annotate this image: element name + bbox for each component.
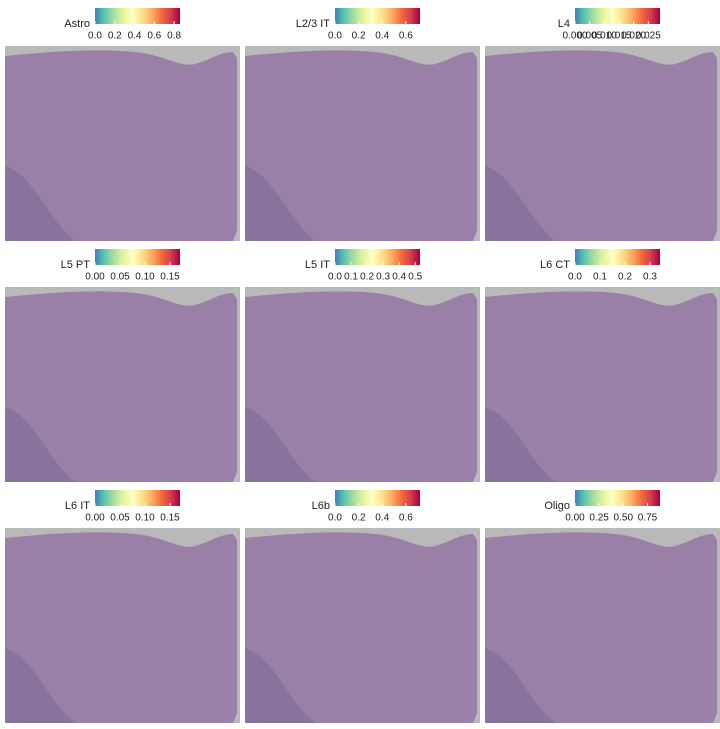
tissue — [245, 291, 477, 482]
tissue — [245, 50, 477, 242]
colorbar-tick-label: 0.05 — [110, 272, 130, 283]
tissue-shade — [485, 407, 555, 482]
tissue — [5, 532, 237, 723]
colorbar — [95, 490, 180, 506]
tissue-shade — [5, 407, 75, 482]
colorbar-tick-label: 0.010 — [592, 31, 617, 42]
colorbar-tick-label: 0.15 — [160, 513, 180, 524]
tissue — [5, 50, 237, 242]
colorbar-tick-label: 0.2 — [360, 272, 374, 283]
colorbar-tick-label: 0.00 — [85, 513, 105, 524]
colorbar — [335, 490, 420, 506]
colorbar-tick-label: 0.025 — [636, 31, 661, 42]
panel: L5 PT0.00 0.05 0.10 0.15 — [5, 249, 240, 482]
colorbar-tick-label: 0.0 — [568, 272, 582, 283]
colorbar-title: L4 — [558, 18, 570, 30]
tissue — [485, 532, 717, 723]
tissue — [485, 50, 717, 242]
tissue-shade — [5, 166, 75, 241]
colorbar — [575, 8, 660, 24]
tissue-shade — [5, 648, 75, 723]
colorbar-tick-label: 0.2 — [618, 272, 632, 283]
colorbar-tick-label: 0.6 — [147, 31, 161, 42]
colorbar-tick-label: 0.6 — [399, 31, 413, 42]
colorbar — [575, 249, 660, 265]
colorbar-tick-label: 0.10 — [135, 513, 155, 524]
colorbar-tick-label: 0.2 — [352, 513, 366, 524]
colorbar — [335, 8, 420, 24]
colorbar-tick-label: 0.2 — [108, 31, 122, 42]
colorbar-tick-label: 0.00 — [565, 513, 585, 524]
colorbar-tick-label: 0.3 — [376, 272, 390, 283]
panel: L2/3 IT0.0 0.2 0.4 0.6 — [245, 8, 480, 242]
colorbar-tick-label: 0.50 — [614, 513, 634, 524]
colorbar-title: L6b — [312, 500, 330, 512]
colorbar — [575, 490, 660, 506]
colorbar-tick-label: 0.015 — [606, 31, 631, 42]
panel: L6 CT0.0 0.1 0.2 0.3 — [485, 249, 720, 482]
colorbar-tick-label: 0.25 — [589, 513, 609, 524]
colorbar-tick-label: 0.75 — [638, 513, 658, 524]
colorbar-tick-label: 0.0 — [328, 272, 342, 283]
colorbar-title: L5 PT — [61, 259, 91, 271]
panel: L5 IT0.0 0.1 0.2 0.3 0.4 0.5 — [245, 249, 480, 482]
colorbar-tick-label: 0.5 — [408, 272, 422, 283]
colorbar-tick-label: 0.000 — [562, 31, 587, 42]
colorbar-tick-label: 0.005 — [577, 31, 602, 42]
colorbar-tick-label: 0.2 — [352, 31, 366, 42]
tissue — [245, 532, 477, 723]
colorbar-title: L6 CT — [540, 259, 570, 271]
colorbar-tick-label: 0.4 — [392, 272, 406, 283]
tissue-shade — [245, 407, 315, 482]
colorbar-tick-label: 0.4 — [375, 31, 389, 42]
colorbar-title: Oligo — [544, 500, 570, 512]
colorbar-tick-label: 0.3 — [643, 272, 657, 283]
colorbar-tick-label: 0.020 — [621, 31, 646, 42]
panel: L6 IT0.00 0.05 0.10 0.15 — [5, 490, 240, 723]
colorbar-title: L6 IT — [65, 500, 90, 512]
tissue-shade — [245, 648, 315, 723]
colorbar-tick-label: 0.10 — [135, 272, 155, 283]
colorbar-tick-label: 0.4 — [128, 31, 142, 42]
colorbar-tick-label: 0.05 — [110, 513, 130, 524]
colorbar — [95, 8, 180, 24]
colorbar — [95, 249, 180, 265]
colorbar-tick-label: 0.1 — [593, 272, 607, 283]
colorbar-tick-label: 0.15 — [160, 272, 180, 283]
colorbar-tick-label: 0.8 — [167, 31, 181, 42]
colorbar-title: Astro — [64, 18, 90, 30]
tissue — [485, 291, 717, 482]
tissue-shade — [485, 166, 555, 241]
colorbar-tick-label: 0.00 — [85, 272, 105, 283]
colorbar-tick-label: 0.4 — [375, 513, 389, 524]
colorbar — [335, 249, 420, 265]
colorbar-tick-label: 0.0 — [328, 31, 342, 42]
colorbar-tick-label: 0.0 — [88, 31, 102, 42]
colorbar-title: L5 IT — [305, 259, 330, 271]
tissue — [5, 291, 237, 482]
colorbar-title: L2/3 IT — [296, 18, 331, 30]
tissue-shade — [485, 648, 555, 723]
colorbar-tick-label: 0.6 — [399, 513, 413, 524]
colorbar-tick-label: 0.0 — [328, 513, 342, 524]
colorbar-tick-label: 0.1 — [344, 272, 358, 283]
tissue-shade — [245, 166, 315, 241]
